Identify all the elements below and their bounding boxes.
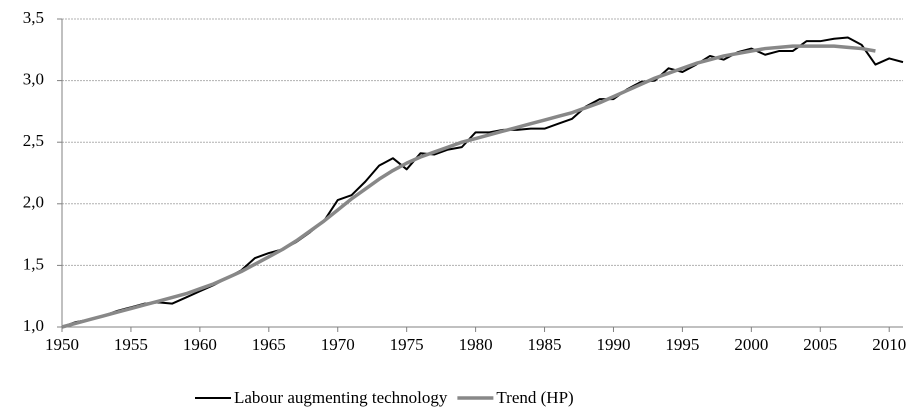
x-tick-label: 2010 (872, 335, 906, 354)
x-tick-label: 1990 (596, 335, 630, 354)
x-tick-label: 1995 (665, 335, 699, 354)
y-tick-label: 3,5 (23, 8, 44, 27)
legend-label: Labour augmenting technology (234, 388, 448, 407)
y-tick-label: 3,0 (23, 70, 44, 89)
y-tick-label: 2,5 (23, 131, 44, 150)
x-tick-label: 2000 (734, 335, 768, 354)
y-tick-label: 1,5 (23, 254, 44, 273)
x-tick-label: 1980 (459, 335, 493, 354)
x-tick-label: 1960 (183, 335, 217, 354)
series-line (61, 36, 904, 328)
x-tick-label: 1970 (321, 335, 355, 354)
x-tick-label: 1965 (252, 335, 286, 354)
x-tick-label: 1950 (45, 335, 79, 354)
x-tick-label: 1975 (390, 335, 424, 354)
series-line (61, 44, 876, 329)
x-tick-label: 2005 (803, 335, 837, 354)
y-tick-label: 1,0 (23, 316, 44, 335)
y-tick-label: 2,0 (23, 193, 44, 212)
x-tick-label: 1985 (528, 335, 562, 354)
legend-label: Trend (HP) (496, 388, 573, 407)
x-tick-label: 1955 (114, 335, 148, 354)
